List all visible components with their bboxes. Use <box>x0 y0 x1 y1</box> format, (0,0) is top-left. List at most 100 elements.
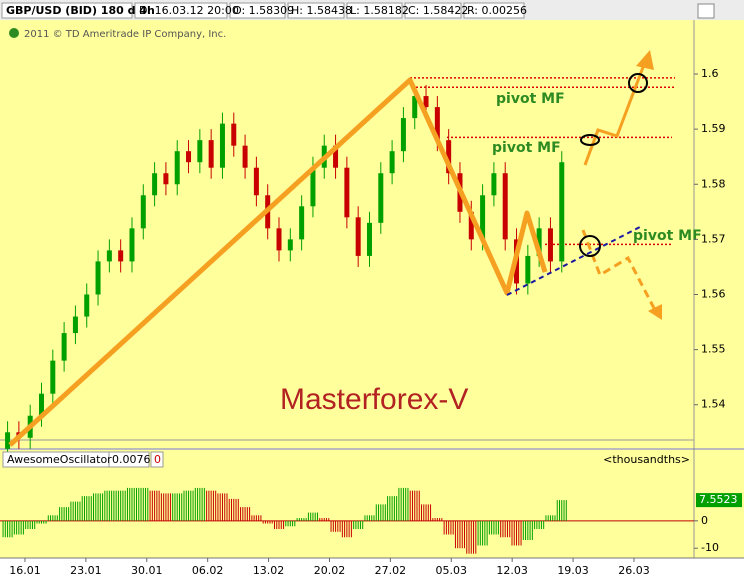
candle-body <box>231 123 237 146</box>
header-box <box>287 2 345 19</box>
candle-body <box>502 173 508 240</box>
y-tick-label: 0 <box>701 514 708 527</box>
candle-body <box>5 432 11 449</box>
candle-body <box>547 228 553 262</box>
arrow-head <box>636 50 654 70</box>
y-tick-label: 1.59 <box>701 122 726 135</box>
bar-open: O: 1.58309 <box>233 4 294 17</box>
annotation: pivot MF <box>492 140 561 156</box>
x-tick-label: 26.03 <box>618 564 650 577</box>
candle-body <box>106 250 112 262</box>
candle-body <box>333 145 339 168</box>
scenario-down <box>581 229 658 313</box>
y-tick-label: 1.58 <box>701 177 726 190</box>
candle-body <box>434 107 440 141</box>
price-panel-bg <box>0 20 744 448</box>
candle-body <box>423 96 429 108</box>
candle-body <box>446 140 452 174</box>
candle-body <box>276 228 282 251</box>
y-tick-label: 1.6 <box>701 67 719 80</box>
candle-body <box>72 316 78 334</box>
candle-body <box>468 211 474 240</box>
candle-body <box>559 162 565 262</box>
candle-body <box>299 206 305 240</box>
circle-marker <box>628 73 648 93</box>
candle-body <box>95 261 101 295</box>
trend-line <box>506 226 641 296</box>
watermark: Masterforex-V <box>280 383 468 416</box>
candle-body <box>50 360 56 394</box>
candle-body <box>140 195 146 229</box>
bar-low: L: 1.58182 <box>350 4 409 17</box>
candle-body <box>480 195 486 240</box>
candle-body <box>400 118 406 152</box>
indicator-value: 0.0076 <box>112 453 151 466</box>
candle-body <box>491 173 497 196</box>
settings-button[interactable] <box>697 3 715 19</box>
indicator-extra: 0 <box>154 453 161 466</box>
candle-body <box>118 250 124 262</box>
annotation: pivot MF <box>496 91 565 107</box>
header-box <box>134 2 228 19</box>
arrow-head <box>648 304 662 320</box>
candle-body <box>389 151 395 174</box>
last-value-box <box>696 493 742 508</box>
analysis-overlay <box>8 50 662 447</box>
candle-body <box>310 167 316 207</box>
x-tick-label: 06.02 <box>192 564 224 577</box>
candle-body <box>525 255 531 284</box>
logo-icon <box>9 28 19 38</box>
candle-body <box>378 173 384 223</box>
circle-marker <box>579 235 601 257</box>
wave-line <box>8 77 548 447</box>
candle-body <box>84 294 90 317</box>
x-tick-label: 13.02 <box>253 564 285 577</box>
bar-date: D: 16.03.12 20:00 <box>139 4 239 17</box>
candle-body <box>174 151 180 185</box>
header-box <box>404 2 462 19</box>
candle-body <box>242 145 248 168</box>
candle-body <box>186 151 192 163</box>
indicator-box <box>150 451 164 468</box>
candle-body <box>355 217 361 256</box>
scenario-up <box>583 61 647 166</box>
y-tick-label: 1.55 <box>701 343 726 356</box>
candle-body <box>163 173 169 185</box>
indicator-title: AwesomeOscillator <box>7 453 112 466</box>
candle-body <box>219 123 225 168</box>
indicator-units: <thousandths> <box>603 453 690 466</box>
candle-body <box>197 140 203 163</box>
header-box <box>346 2 403 19</box>
x-tick-label: 23.01 <box>70 564 102 577</box>
x-tick-label: 20.02 <box>314 564 346 577</box>
y-tick-label: 1.54 <box>701 398 726 411</box>
y-tick-label: 1.56 <box>701 287 726 300</box>
candle-body <box>38 393 44 416</box>
bar-range: R: 0.00256 <box>467 4 527 17</box>
copyright: 2011 © TD Ameritrade IP Company, Inc. <box>24 29 226 40</box>
candle-body <box>208 140 214 168</box>
y-tick-label: -10 <box>701 541 719 554</box>
candle-body <box>287 239 293 251</box>
x-tick-label: 12.03 <box>496 564 528 577</box>
candle-body <box>253 167 259 196</box>
circle-marker <box>580 134 600 146</box>
candle-body <box>412 96 418 119</box>
last-value-label: 7.5523 <box>699 493 738 506</box>
candle-body <box>366 222 372 256</box>
candle-body <box>152 173 158 196</box>
bar-high: H: 1.58438 <box>291 4 352 17</box>
candle-body <box>61 333 67 361</box>
x-tick-label: 05.03 <box>436 564 468 577</box>
bar-close: C: 1.58422 <box>408 4 468 17</box>
header-box <box>1 2 133 19</box>
header-box <box>229 2 286 19</box>
candle-body <box>344 167 350 218</box>
x-tick-label: 16.01 <box>9 564 41 577</box>
oscillator-panel-bg <box>0 450 744 558</box>
x-tick-label: 30.01 <box>131 564 163 577</box>
x-tick-label: 27.02 <box>375 564 407 577</box>
candle-body <box>536 228 542 256</box>
